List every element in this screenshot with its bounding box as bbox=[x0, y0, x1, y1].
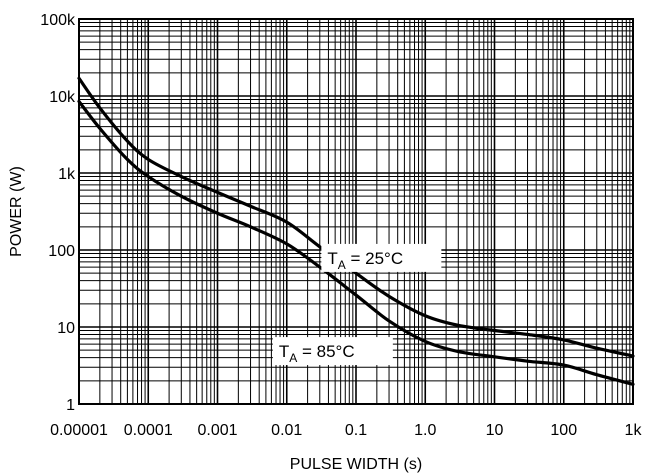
y-tick-label: 100 bbox=[48, 243, 75, 260]
x-tick-label: 0.1 bbox=[345, 422, 367, 439]
x-tick-labels: 0.00001 0.0001 0.001 0.01 0.1 1.0 10 100 1k bbox=[50, 422, 642, 439]
annotation-ta-85c: TA = 85°C bbox=[272, 337, 393, 366]
x-axis-label: PULSE WIDTH (s) bbox=[290, 456, 422, 473]
x-tick-label: 100 bbox=[550, 422, 577, 439]
y-tick-label: 1 bbox=[66, 397, 75, 414]
y-tick-labels: 1 10 100 1k 10k 100k bbox=[40, 12, 76, 414]
x-tick-label: 0.01 bbox=[271, 422, 302, 439]
annotation-text: TA = 85°C bbox=[279, 342, 355, 365]
annotation-background bbox=[272, 337, 393, 366]
annotation-background bbox=[321, 243, 442, 272]
x-tick-label: 0.0001 bbox=[124, 422, 173, 439]
annotation-text: TA = 25°C bbox=[327, 249, 403, 272]
x-tick-label: 0.001 bbox=[197, 422, 237, 439]
y-tick-label: 100k bbox=[40, 12, 76, 29]
annotation-layer: TA = 25°C TA = 85°C bbox=[272, 243, 442, 366]
annotation-ta-25c: TA = 25°C bbox=[321, 243, 442, 272]
x-tick-label: 1k bbox=[625, 422, 643, 439]
curve-ta-85c bbox=[77, 99, 635, 386]
y-tick-label: 10k bbox=[49, 89, 76, 106]
x-tick-label: 1.0 bbox=[414, 422, 436, 439]
x-tick-label: 0.00001 bbox=[50, 422, 108, 439]
y-tick-label: 10 bbox=[57, 320, 75, 337]
y-tick-label: 1k bbox=[58, 166, 76, 183]
y-axis-label: POWER (W) bbox=[8, 166, 25, 257]
plot-frame bbox=[78, 18, 634, 405]
x-tick-label: 10 bbox=[486, 422, 504, 439]
